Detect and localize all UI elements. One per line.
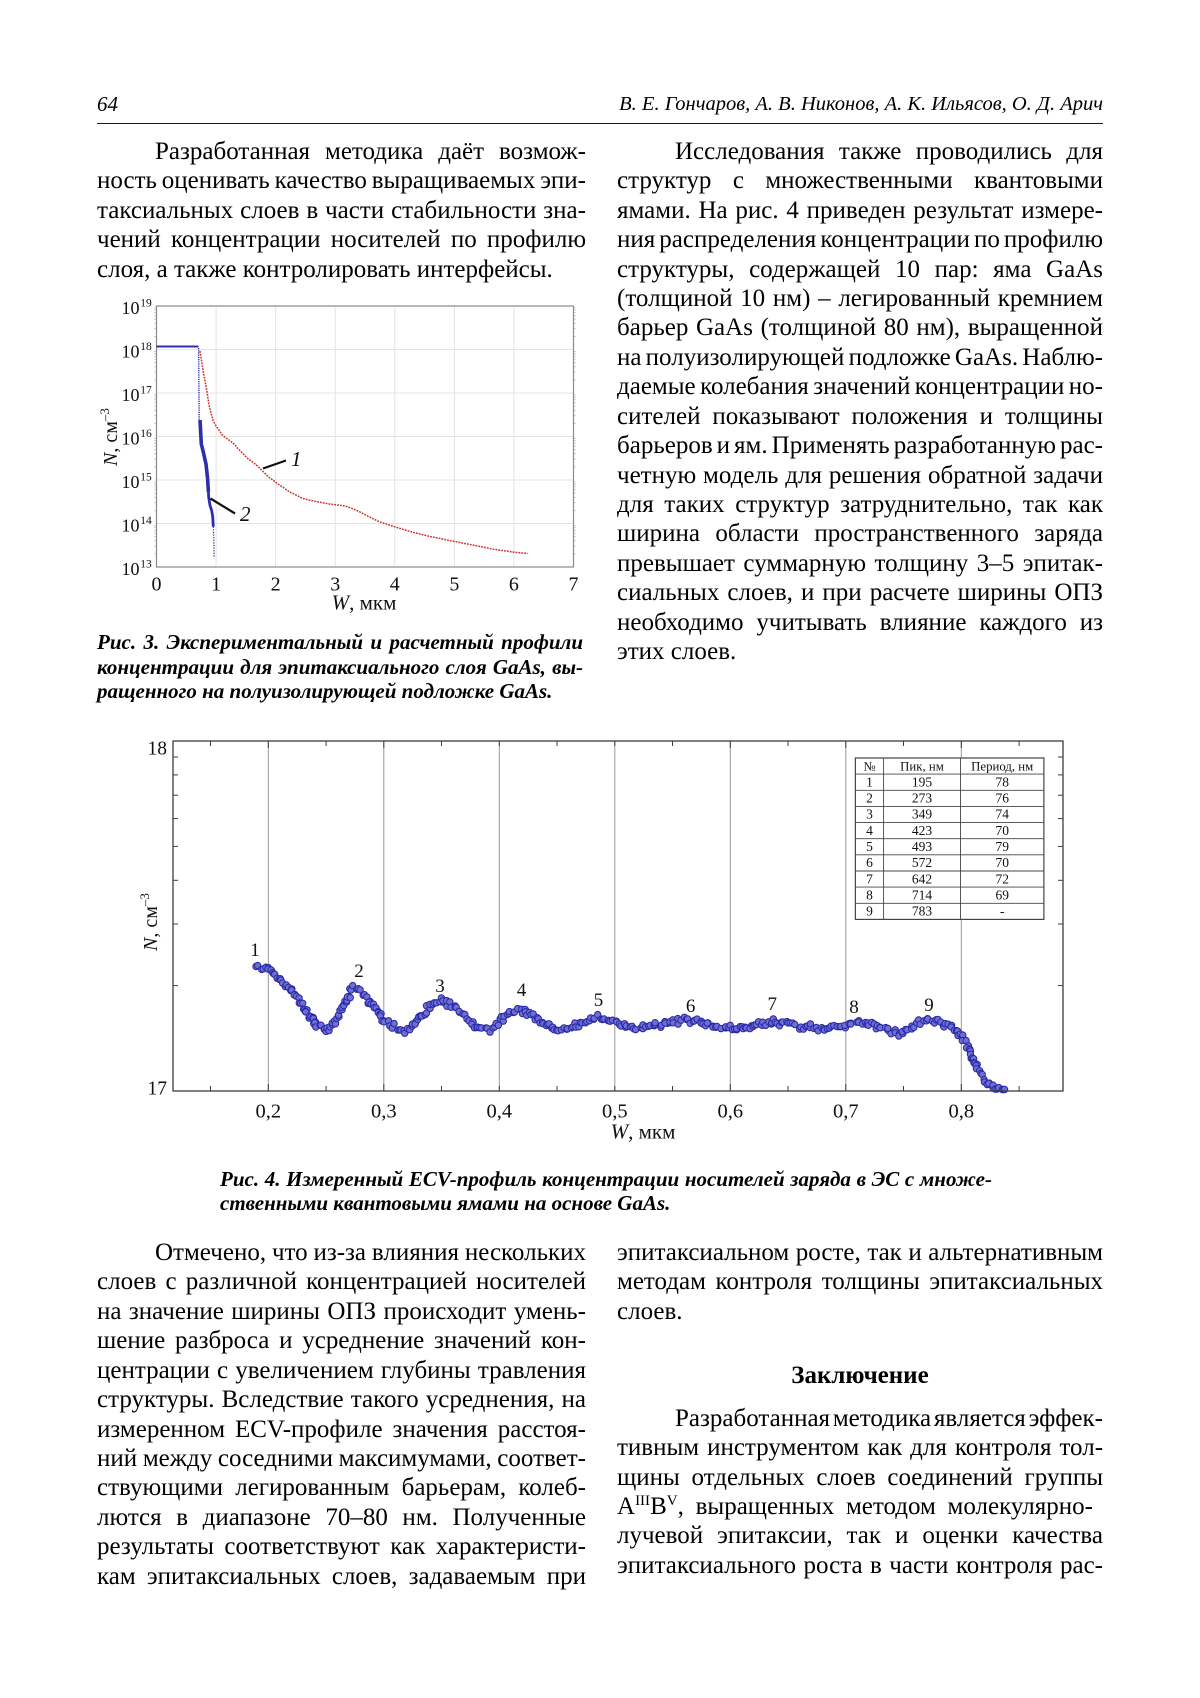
svg-text:4: 4 — [390, 574, 400, 596]
svg-text:-: - — [1000, 904, 1005, 919]
svg-text:5: 5 — [594, 990, 604, 1011]
svg-text:0,7: 0,7 — [833, 1101, 859, 1123]
svg-text:0,8: 0,8 — [948, 1101, 974, 1123]
svg-text:N, см–3: N, см–3 — [137, 893, 162, 952]
svg-text:5: 5 — [866, 839, 873, 854]
svg-text:273: 273 — [912, 791, 933, 806]
svg-text:1: 1 — [866, 774, 873, 789]
svg-text:10: 10 — [122, 429, 140, 449]
svg-text:2: 2 — [354, 961, 364, 982]
svg-text:70: 70 — [995, 823, 1009, 838]
svg-text:642: 642 — [912, 871, 932, 886]
svg-text:№: № — [863, 759, 875, 773]
svg-text:74: 74 — [995, 807, 1009, 822]
svg-text:2: 2 — [866, 791, 873, 806]
svg-text:2: 2 — [240, 502, 251, 526]
svg-text:10: 10 — [122, 559, 140, 579]
svg-text:0,4: 0,4 — [486, 1101, 512, 1123]
svg-text:3: 3 — [330, 574, 340, 596]
svg-text:9: 9 — [924, 995, 934, 1016]
svg-text:6: 6 — [509, 574, 519, 596]
svg-text:195: 195 — [912, 774, 933, 789]
svg-text:0,5: 0,5 — [602, 1101, 628, 1123]
svg-text:72: 72 — [995, 871, 1009, 886]
svg-text:0,6: 0,6 — [717, 1101, 743, 1123]
svg-text:8: 8 — [849, 997, 859, 1018]
svg-text:76: 76 — [995, 791, 1009, 806]
svg-text:15: 15 — [140, 472, 152, 484]
svg-text:W, мкм: W, мкм — [611, 1120, 676, 1144]
svg-text:8: 8 — [866, 887, 873, 902]
svg-text:10: 10 — [122, 516, 140, 536]
svg-text:10: 10 — [122, 298, 140, 318]
svg-text:3: 3 — [435, 976, 445, 997]
svg-text:18: 18 — [148, 739, 168, 760]
svg-text:W, мкм: W, мкм — [332, 591, 397, 615]
svg-text:16: 16 — [140, 428, 152, 440]
svg-text:6: 6 — [866, 855, 873, 870]
svg-text:7: 7 — [768, 994, 778, 1015]
svg-text:13: 13 — [140, 559, 152, 571]
svg-text:79: 79 — [995, 839, 1009, 854]
svg-text:423: 423 — [912, 823, 933, 838]
svg-text:10: 10 — [122, 342, 140, 362]
svg-text:7: 7 — [569, 574, 579, 596]
svg-text:78: 78 — [995, 774, 1009, 789]
svg-text:1: 1 — [250, 940, 260, 961]
svg-text:14: 14 — [140, 515, 152, 527]
svg-text:19: 19 — [140, 298, 152, 310]
svg-text:1: 1 — [211, 574, 221, 596]
svg-text:2: 2 — [271, 574, 281, 596]
svg-text:493: 493 — [912, 839, 933, 854]
svg-text:714: 714 — [912, 887, 933, 902]
svg-text:783: 783 — [912, 904, 933, 919]
svg-text:4: 4 — [866, 823, 873, 838]
svg-text:572: 572 — [912, 855, 932, 870]
svg-text:18: 18 — [140, 341, 152, 353]
svg-text:Пик, нм: Пик, нм — [900, 759, 944, 773]
svg-text:0,3: 0,3 — [371, 1101, 397, 1123]
svg-text:17: 17 — [148, 1079, 168, 1100]
svg-text:349: 349 — [912, 807, 933, 822]
svg-text:7: 7 — [866, 871, 873, 886]
svg-text:Период, нм: Период, нм — [971, 759, 1033, 773]
svg-text:70: 70 — [995, 855, 1009, 870]
svg-text:0: 0 — [152, 574, 162, 596]
svg-text:17: 17 — [140, 385, 152, 397]
svg-text:3: 3 — [866, 807, 873, 822]
svg-text:69: 69 — [995, 887, 1009, 902]
svg-text:N, см–3: N, см–3 — [97, 408, 122, 467]
svg-text:9: 9 — [866, 904, 873, 919]
svg-text:10: 10 — [122, 472, 140, 492]
svg-text:10: 10 — [122, 385, 140, 405]
svg-text:1: 1 — [291, 447, 302, 471]
svg-text:4: 4 — [517, 980, 527, 1001]
svg-text:0,2: 0,2 — [255, 1101, 281, 1123]
svg-text:6: 6 — [686, 996, 696, 1017]
svg-text:5: 5 — [449, 574, 459, 596]
